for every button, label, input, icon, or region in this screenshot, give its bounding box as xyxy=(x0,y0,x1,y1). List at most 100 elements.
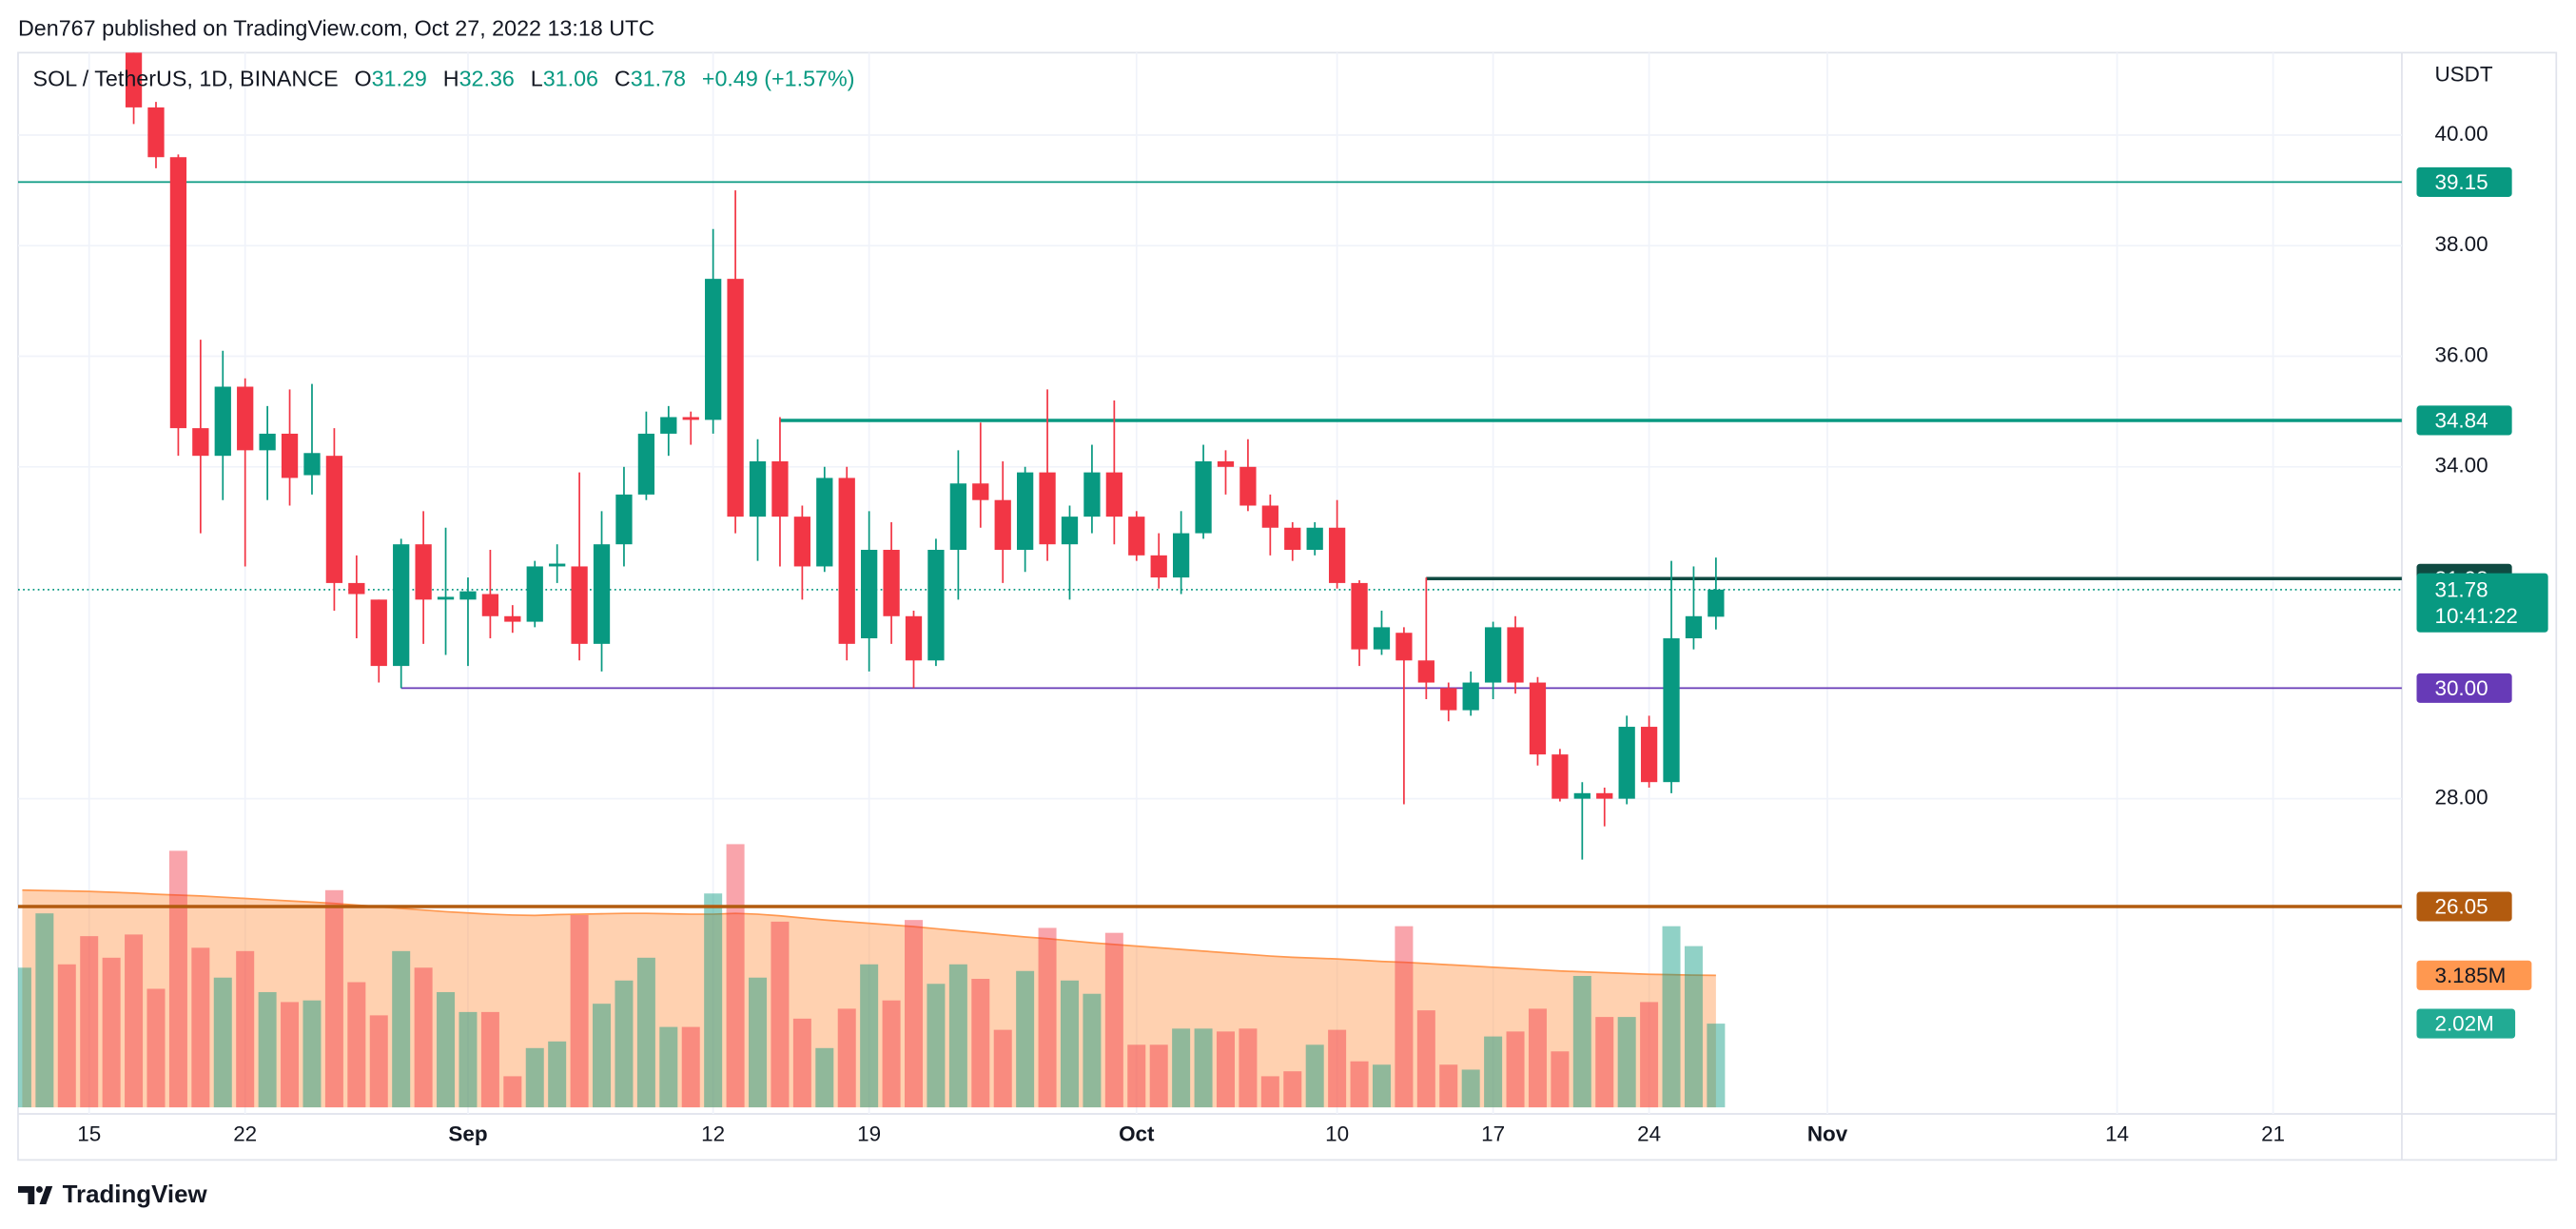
candle-body xyxy=(1551,754,1569,799)
publisher-line: Den767 published on TradingView.com, Oct… xyxy=(18,15,654,40)
volume-bar xyxy=(1149,1044,1168,1108)
volume-bar xyxy=(302,1000,322,1108)
volume-bar xyxy=(168,850,187,1108)
volume-bar xyxy=(1395,926,1414,1108)
logo-icon-dot xyxy=(35,1186,43,1193)
volume-bar xyxy=(1684,946,1703,1108)
candle-body xyxy=(393,544,410,667)
volume-bar xyxy=(1260,1076,1279,1108)
volume-bar xyxy=(347,982,366,1108)
candle-body xyxy=(1685,615,1703,639)
volume-ma-area xyxy=(22,889,1716,1108)
y-tick-label: 34.00 xyxy=(2434,454,2488,478)
candle-body xyxy=(348,582,365,595)
candle-body xyxy=(325,456,343,583)
candle-body xyxy=(147,107,165,158)
candle-body xyxy=(1484,627,1502,683)
volume-bar xyxy=(1239,1028,1258,1108)
candle-body xyxy=(549,563,566,567)
volume-bar xyxy=(726,844,745,1108)
candle-body xyxy=(994,499,1011,551)
candle-body xyxy=(1596,792,1613,799)
volume-bar xyxy=(1172,1028,1191,1108)
candle-body xyxy=(1395,633,1413,661)
candle-body xyxy=(1328,527,1346,583)
x-tick-label: 22 xyxy=(233,1122,257,1145)
ohlc-label: L xyxy=(531,67,543,91)
candle-body xyxy=(1195,460,1212,534)
level-label: 34.84 xyxy=(2434,409,2488,433)
candle-body xyxy=(972,483,989,500)
x-tick-label: Sep xyxy=(448,1122,487,1145)
y-tick-label: 38.00 xyxy=(2434,232,2488,256)
volume-bar xyxy=(236,950,255,1108)
volume-bar xyxy=(146,988,166,1108)
volume-bar xyxy=(17,967,31,1108)
candle-body xyxy=(169,157,187,429)
volume-bar xyxy=(570,914,589,1108)
candle-body xyxy=(1373,627,1391,650)
candle-body xyxy=(1573,792,1590,799)
volume-bar xyxy=(548,1041,567,1108)
candle-body xyxy=(861,550,878,639)
volume-bar xyxy=(102,957,121,1108)
level-label-bg xyxy=(2416,405,2512,436)
volume-bar xyxy=(1372,1064,1391,1108)
candle-body xyxy=(125,52,143,107)
x-tick-label: 15 xyxy=(77,1122,101,1145)
volume-bar xyxy=(1662,926,1681,1108)
volume-ma-badge-bg xyxy=(2416,960,2532,990)
candle-body xyxy=(214,386,231,457)
ohlc-value: 31.78 xyxy=(631,67,686,91)
volume-bar xyxy=(35,913,54,1108)
volume-bar xyxy=(971,979,990,1108)
volume-bar xyxy=(503,1076,522,1108)
chart-frame xyxy=(17,51,2558,1161)
ohlc-value: 32.36 xyxy=(459,67,515,91)
y-tick-label: 40.00 xyxy=(2434,122,2488,146)
volume-bar xyxy=(882,1000,901,1108)
candle-body xyxy=(1640,727,1658,783)
level-label: 39.15 xyxy=(2434,170,2488,194)
volume-bar xyxy=(1104,932,1123,1108)
x-tick-label: 19 xyxy=(857,1122,881,1145)
candle-body xyxy=(660,417,677,434)
volume-bar xyxy=(258,991,277,1108)
ohlc-label: H xyxy=(443,67,459,91)
candle-body xyxy=(459,591,477,600)
volume-bar xyxy=(659,1026,678,1108)
volume-bar xyxy=(437,991,456,1108)
plot-area xyxy=(17,52,2402,1108)
ohlc-value: 31.06 xyxy=(543,67,598,91)
volume-bar xyxy=(392,950,411,1108)
volume-bar xyxy=(525,1047,544,1108)
volume-bar xyxy=(681,1026,700,1108)
level-label-bg xyxy=(2416,673,2512,703)
level-label: 26.05 xyxy=(2434,895,2488,919)
volume-bar xyxy=(792,1018,811,1108)
x-tick-label: 10 xyxy=(1325,1122,1349,1145)
volume-bar xyxy=(480,1011,499,1108)
x-tick-label: 12 xyxy=(701,1122,725,1145)
level-label-bg xyxy=(2416,891,2512,922)
volume-bar xyxy=(1283,1071,1302,1108)
volume-bar xyxy=(927,984,946,1108)
symbol-legend: SOL / TetherUS, 1D, BINANCE O31.29 H32.3… xyxy=(33,67,855,91)
ohlc-label: C xyxy=(615,67,631,91)
candle-body xyxy=(637,433,655,495)
candle-body xyxy=(1128,517,1145,556)
candle-body xyxy=(1351,582,1368,650)
candle-body xyxy=(593,544,611,644)
volume-bar xyxy=(369,1015,388,1108)
candle-body xyxy=(682,417,699,420)
volume-bar xyxy=(1083,993,1102,1108)
candle-body xyxy=(771,460,789,517)
volume-bar xyxy=(1528,1008,1547,1108)
y-tick-label: 36.00 xyxy=(2434,342,2488,366)
candle-body xyxy=(1083,472,1101,517)
volume-bar xyxy=(1640,1002,1659,1108)
volume-bar xyxy=(749,977,768,1108)
volume-bar xyxy=(1416,1010,1435,1108)
